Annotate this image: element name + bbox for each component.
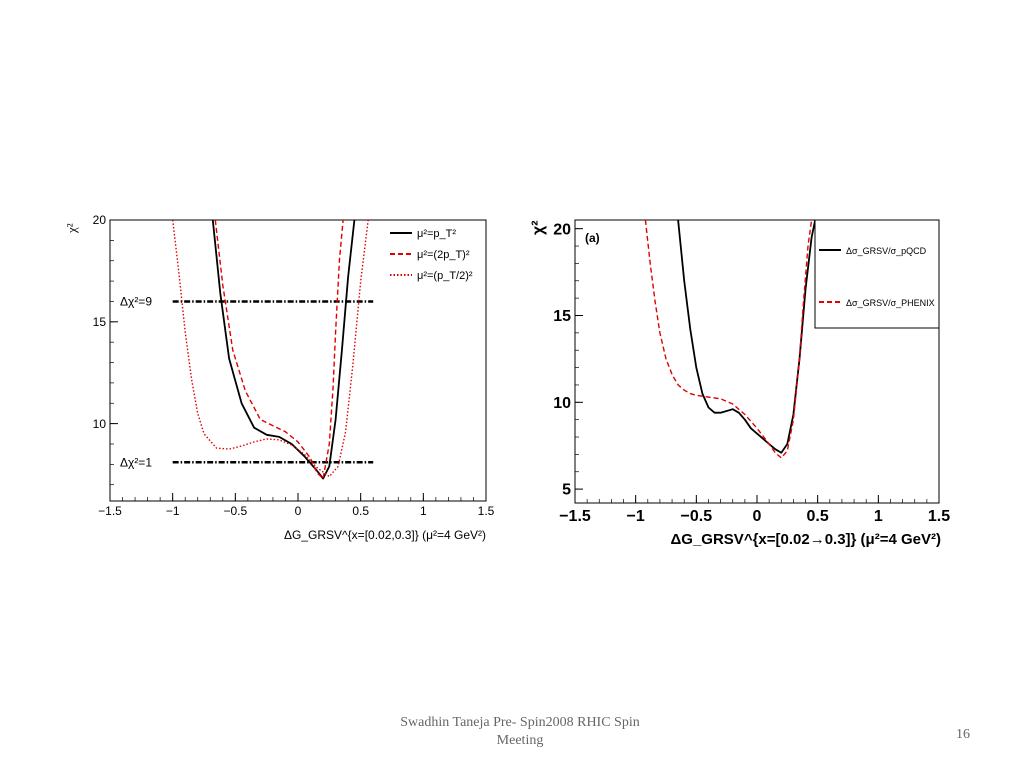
page-number: 16 [956,727,970,742]
footer-line-1: Swadhin Taneja Pre- Spin2008 RHIC Spin [400,715,640,730]
annotation-label: Δχ²=1 [120,455,152,469]
legend-label: μ²=(2p_T)² [417,249,470,261]
left-x-axis-label: ΔG_GRSV^{x=[0.02,0.3]} (μ²=4 GeV²) [284,528,486,542]
x-tick-label: 0.5 [352,504,369,518]
right-x-axis-label: ΔG_GRSV^{x=[0.02→0.3]} (μ²=4 GeV²) [671,531,941,548]
x-tick-label: −0.5 [681,508,713,525]
series-line [214,220,344,480]
legend-label: μ²=p_T² [417,228,456,240]
y-tick-label: 15 [93,315,107,329]
x-tick-label: 1.5 [928,508,950,525]
left-plot-frame [109,219,487,502]
series-line [677,220,817,454]
x-tick-label: 0 [295,504,302,518]
series-line [644,220,813,459]
x-tick-label: −1.5 [559,508,591,525]
panel-label: (a) [585,231,600,245]
x-tick-label: 1 [874,508,883,525]
y-tick-label: 10 [93,417,107,431]
right-y-axis-label: χ² [530,220,547,235]
annotation-label: Δχ²=9 [120,294,152,308]
y-tick-label: 10 [553,395,571,412]
x-tick-label: 1 [420,504,427,518]
slide-footer: Swadhin Taneja Pre- Spin2008 RHIC Spin M… [340,714,700,750]
series-line [172,220,369,478]
x-tick-label: −1.5 [98,504,122,518]
series-line [211,220,356,480]
y-tick-label: 20 [553,221,571,238]
x-tick-label: −0.5 [223,504,247,518]
left-chi2-plot: −1.5 −1 −0.5 0 0.5 1 1.5 10 15 20 χ² Δχ²=9 Δχ²=1 μ… [64,213,495,542]
legend-label: μ²=(p_T/2)² [417,270,473,282]
right-plot-frame [574,219,940,504]
footer-line-2: Meeting [496,733,544,748]
y-tick-label: 15 [553,308,571,325]
x-tick-label: −1 [627,508,645,525]
x-tick-label: 1.5 [478,504,495,518]
x-tick-label: 0.5 [807,508,829,525]
y-tick-label: 5 [562,482,571,499]
legend-label: Δσ_GRSV/σ_PHENIX [846,298,935,308]
legend-box [814,219,940,329]
x-tick-label: 0 [753,508,762,525]
y-tick-label: 20 [93,213,107,227]
right-chi2-plot: −1.5 −1 −0.5 0 0.5 1 1.5 5 10 15 20 χ² (a) Δσ_GRSV… [530,219,950,548]
left-y-axis-label: χ² [64,223,79,234]
x-tick-label: −1 [166,504,180,518]
legend-label: Δσ_GRSV/σ_pQCD [846,246,927,256]
